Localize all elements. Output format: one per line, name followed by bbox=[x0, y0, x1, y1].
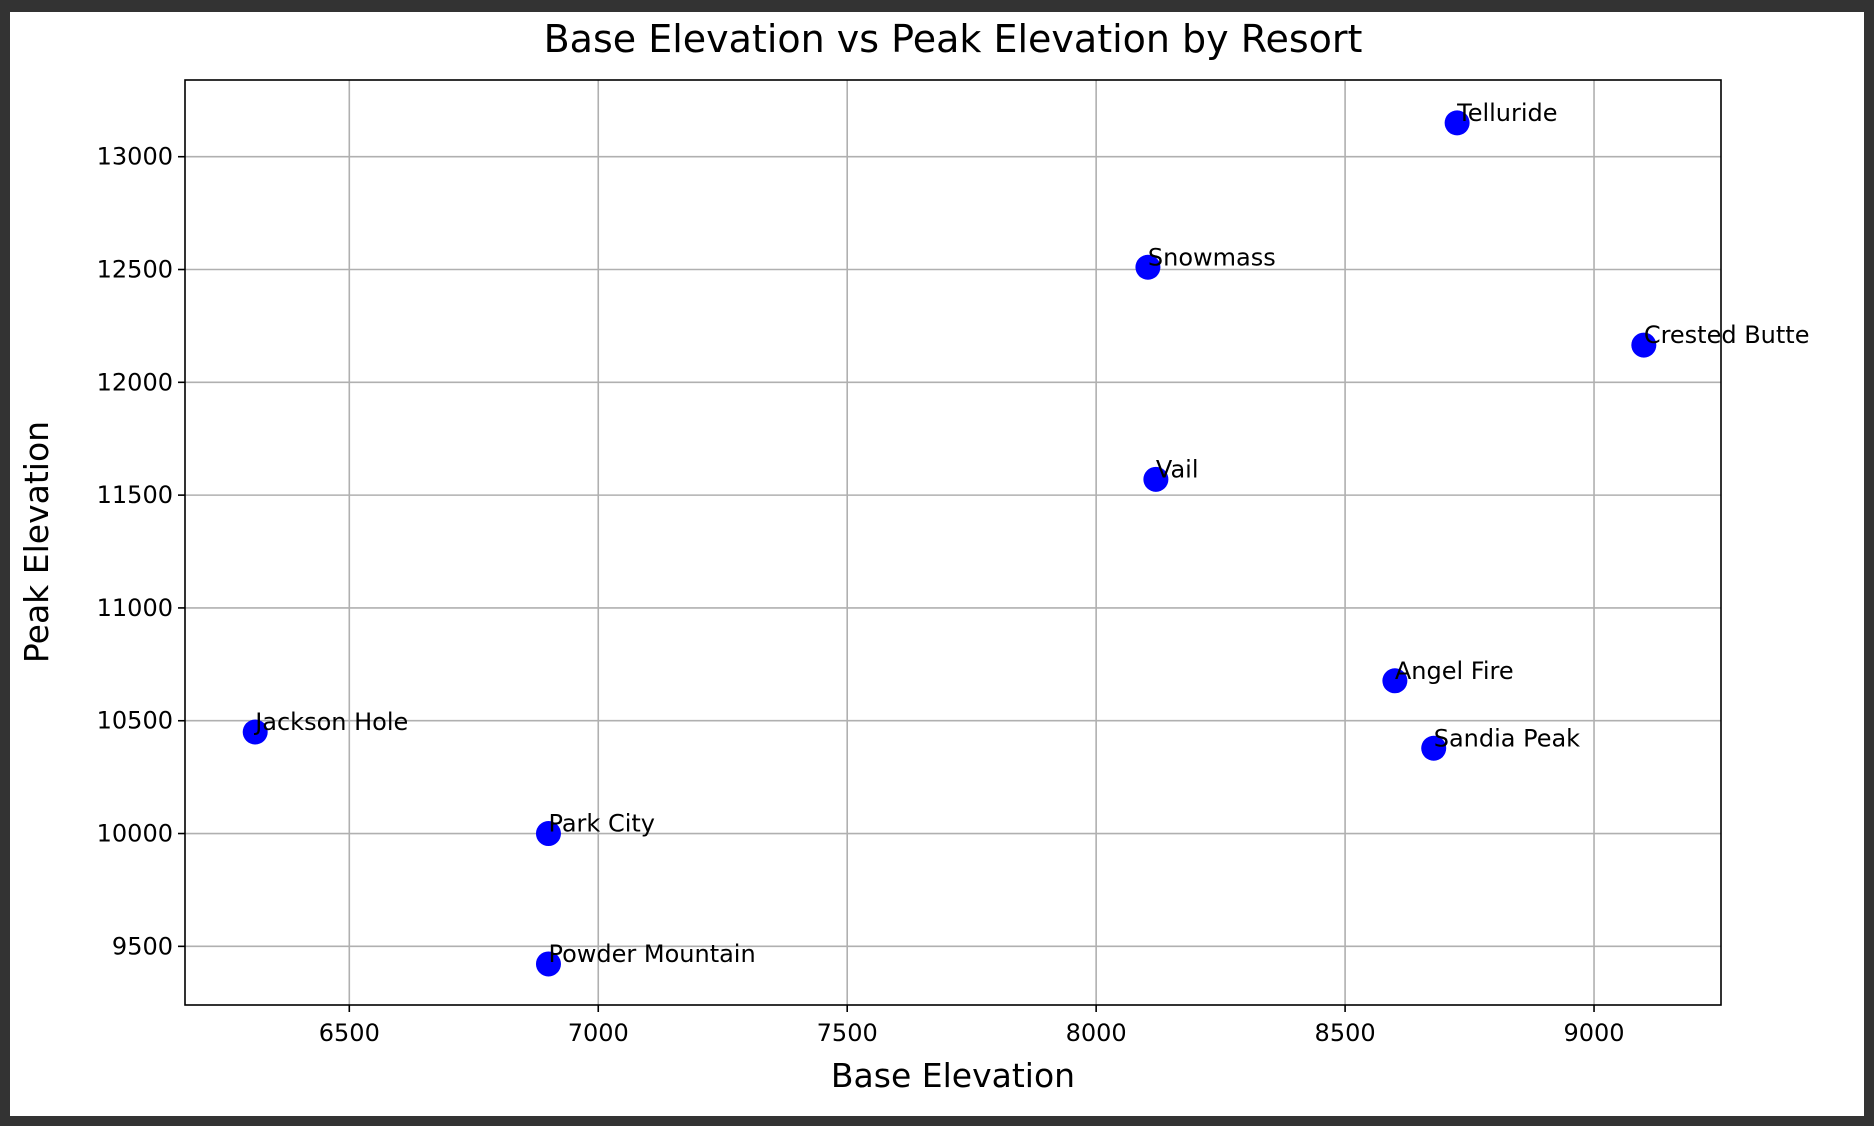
y-tick-label: 12000 bbox=[97, 368, 173, 396]
x-tick-label: 8500 bbox=[1315, 1019, 1376, 1047]
x-axis-label: Base Elevation bbox=[831, 1056, 1075, 1095]
data-point bbox=[535, 951, 561, 977]
data-points bbox=[242, 110, 1657, 977]
x-tick-label: 7500 bbox=[817, 1019, 878, 1047]
point-label: Crested Butte bbox=[1644, 321, 1810, 349]
data-point bbox=[535, 821, 561, 847]
chart-title: Base Elevation vs Peak Elevation by Reso… bbox=[544, 17, 1363, 61]
point-label: Telluride bbox=[1456, 99, 1557, 127]
y-axis-label: Peak Elevation bbox=[17, 421, 56, 663]
y-tick-label: 11500 bbox=[97, 481, 173, 509]
point-label: Park City bbox=[548, 810, 655, 838]
x-tick-label: 9000 bbox=[1563, 1019, 1624, 1047]
point-label: Jackson Hole bbox=[253, 708, 408, 736]
chart-figure: 6500 7000 7500 8000 8500 9000 9500 10000 10500 11… bbox=[10, 12, 1864, 1116]
y-tick-label: 10500 bbox=[97, 707, 173, 735]
point-label: Vail bbox=[1156, 455, 1199, 483]
x-tick-label: 6500 bbox=[319, 1019, 380, 1047]
data-point bbox=[1444, 110, 1470, 136]
data-point bbox=[1135, 254, 1161, 280]
plot-area-frame bbox=[184, 79, 1722, 1006]
point-labels: Telluride Snowmass Crested Butte Vail Angel … bbox=[253, 99, 1809, 968]
point-label: Sandia Peak bbox=[1434, 724, 1580, 752]
data-point bbox=[1421, 735, 1447, 761]
grid-lines bbox=[185, 80, 1721, 1005]
point-label: Powder Mountain bbox=[548, 940, 755, 968]
data-point bbox=[1382, 668, 1408, 694]
y-tick-label: 9500 bbox=[112, 932, 173, 960]
data-point bbox=[1631, 332, 1657, 358]
y-tick-label: 12500 bbox=[97, 256, 173, 284]
point-label: Angel Fire bbox=[1395, 657, 1514, 685]
x-tick-label: 7000 bbox=[568, 1019, 629, 1047]
y-tick-label: 11000 bbox=[97, 594, 173, 622]
data-point bbox=[1143, 466, 1169, 492]
y-tick-label: 13000 bbox=[97, 143, 173, 171]
y-tick-label: 10000 bbox=[97, 820, 173, 848]
scatter-chart: 6500 7000 7500 8000 8500 9000 9500 10000 10500 11… bbox=[17, 17, 1809, 1095]
axis-ticks: 6500 7000 7500 8000 8500 9000 9500 10000 10500 11… bbox=[97, 143, 1625, 1047]
data-point bbox=[242, 719, 268, 745]
x-tick-label: 8000 bbox=[1066, 1019, 1127, 1047]
point-label: Snowmass bbox=[1148, 243, 1276, 271]
